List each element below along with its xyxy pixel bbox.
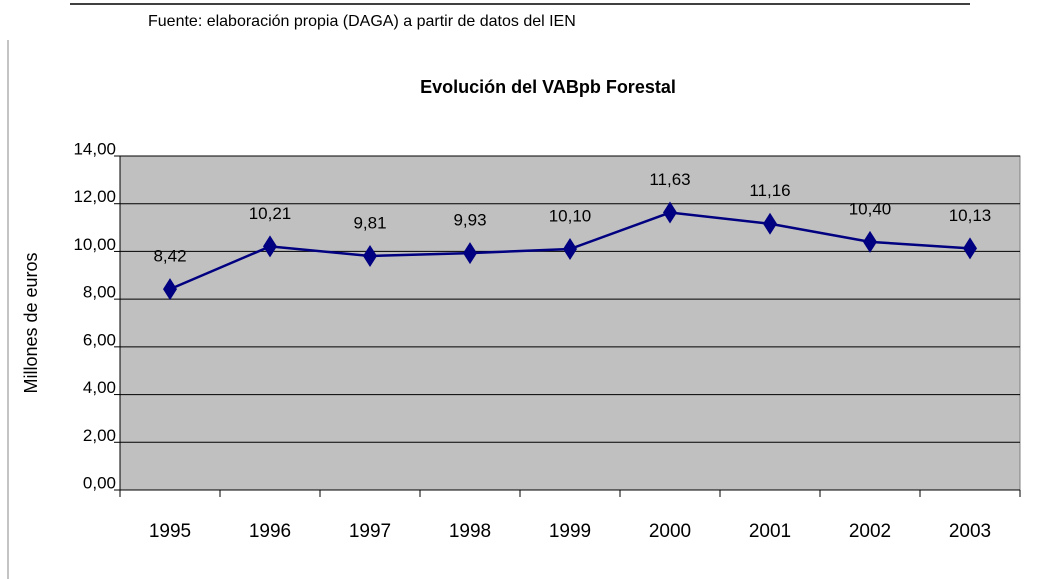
marker bbox=[563, 238, 577, 261]
y-tick-label: 10,00 bbox=[73, 235, 116, 254]
marker bbox=[463, 242, 477, 265]
y-tick-label: 4,00 bbox=[83, 378, 116, 397]
chart-title: Evolución del VABpb Forestal bbox=[420, 77, 676, 97]
marker bbox=[263, 235, 277, 258]
value-label: 9,93 bbox=[453, 211, 486, 230]
value-label: 10,40 bbox=[849, 199, 892, 218]
marker bbox=[363, 244, 377, 267]
marker bbox=[763, 212, 777, 235]
x-tick-label: 1996 bbox=[249, 521, 291, 542]
value-label: 10,10 bbox=[549, 207, 592, 226]
y-axis-label: Millones de euros bbox=[21, 252, 41, 393]
x-tick-label: 2002 bbox=[849, 521, 891, 542]
value-label: 10,13 bbox=[949, 206, 992, 225]
y-tick-label: 8,00 bbox=[83, 283, 116, 302]
value-label: 9,81 bbox=[353, 213, 386, 232]
marker bbox=[863, 230, 877, 253]
marker bbox=[963, 237, 977, 260]
x-tick-label: 1999 bbox=[549, 521, 591, 542]
value-label: 10,21 bbox=[249, 204, 292, 223]
marker bbox=[163, 278, 177, 301]
x-tick-label: 1997 bbox=[349, 521, 391, 542]
y-tick-label: 14,00 bbox=[73, 139, 116, 158]
x-tick-label: 2003 bbox=[949, 521, 991, 542]
marker bbox=[663, 201, 677, 224]
y-tick-label: 0,00 bbox=[83, 473, 116, 492]
y-tick-label: 6,00 bbox=[83, 330, 116, 349]
y-tick-label: 2,00 bbox=[83, 426, 116, 445]
x-tick-label: 2000 bbox=[649, 521, 691, 542]
x-tick-label: 1998 bbox=[449, 521, 491, 542]
value-label: 11,63 bbox=[649, 170, 690, 189]
value-label: 11,16 bbox=[749, 181, 790, 200]
x-tick-label: 1995 bbox=[149, 521, 191, 542]
y-tick-label: 12,00 bbox=[73, 187, 116, 206]
x-tick-label: 2001 bbox=[749, 521, 791, 542]
source-note: Fuente: elaboración propia (DAGA) a part… bbox=[148, 13, 576, 30]
value-label: 8,42 bbox=[153, 247, 186, 266]
